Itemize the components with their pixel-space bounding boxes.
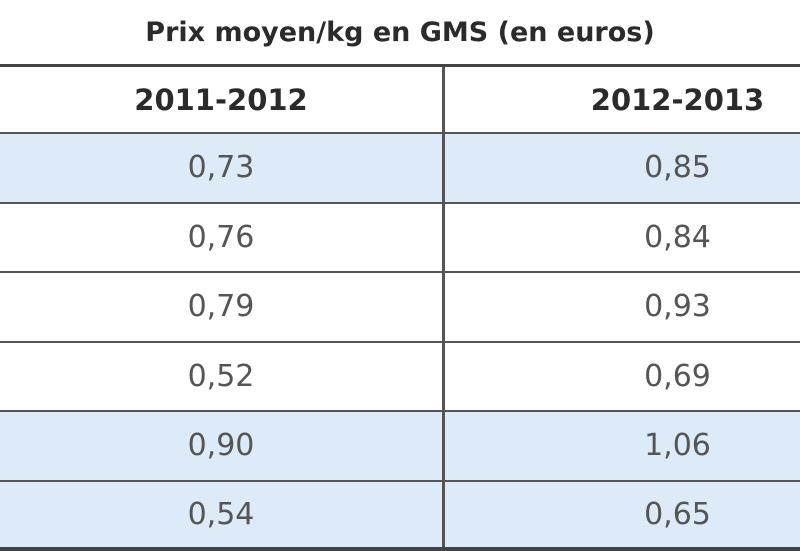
table-cell: 0,54 — [0, 482, 445, 548]
table-cell: 0,85 — [445, 134, 800, 202]
table-cell: 0,90 — [0, 412, 445, 480]
table-cell: 0,73 — [0, 134, 445, 202]
header-row: 2011-2012 2012-2013 — [0, 64, 800, 134]
table-cell: 1,06 — [445, 412, 800, 480]
table-cell: 0,69 — [445, 343, 800, 411]
column-header: 2011-2012 — [0, 67, 445, 132]
table-cell: 0,79 — [0, 273, 445, 341]
table-cell: 0,84 — [445, 204, 800, 272]
table-cell: 0,76 — [0, 204, 445, 272]
table-title: Prix moyen/kg en GMS (en euros) — [0, 10, 800, 55]
table-cell: 0,65 — [445, 482, 800, 548]
table-cell: 0,52 — [0, 343, 445, 411]
table-cell: 0,93 — [445, 273, 800, 341]
column-header: 2012-2013 — [445, 67, 800, 132]
